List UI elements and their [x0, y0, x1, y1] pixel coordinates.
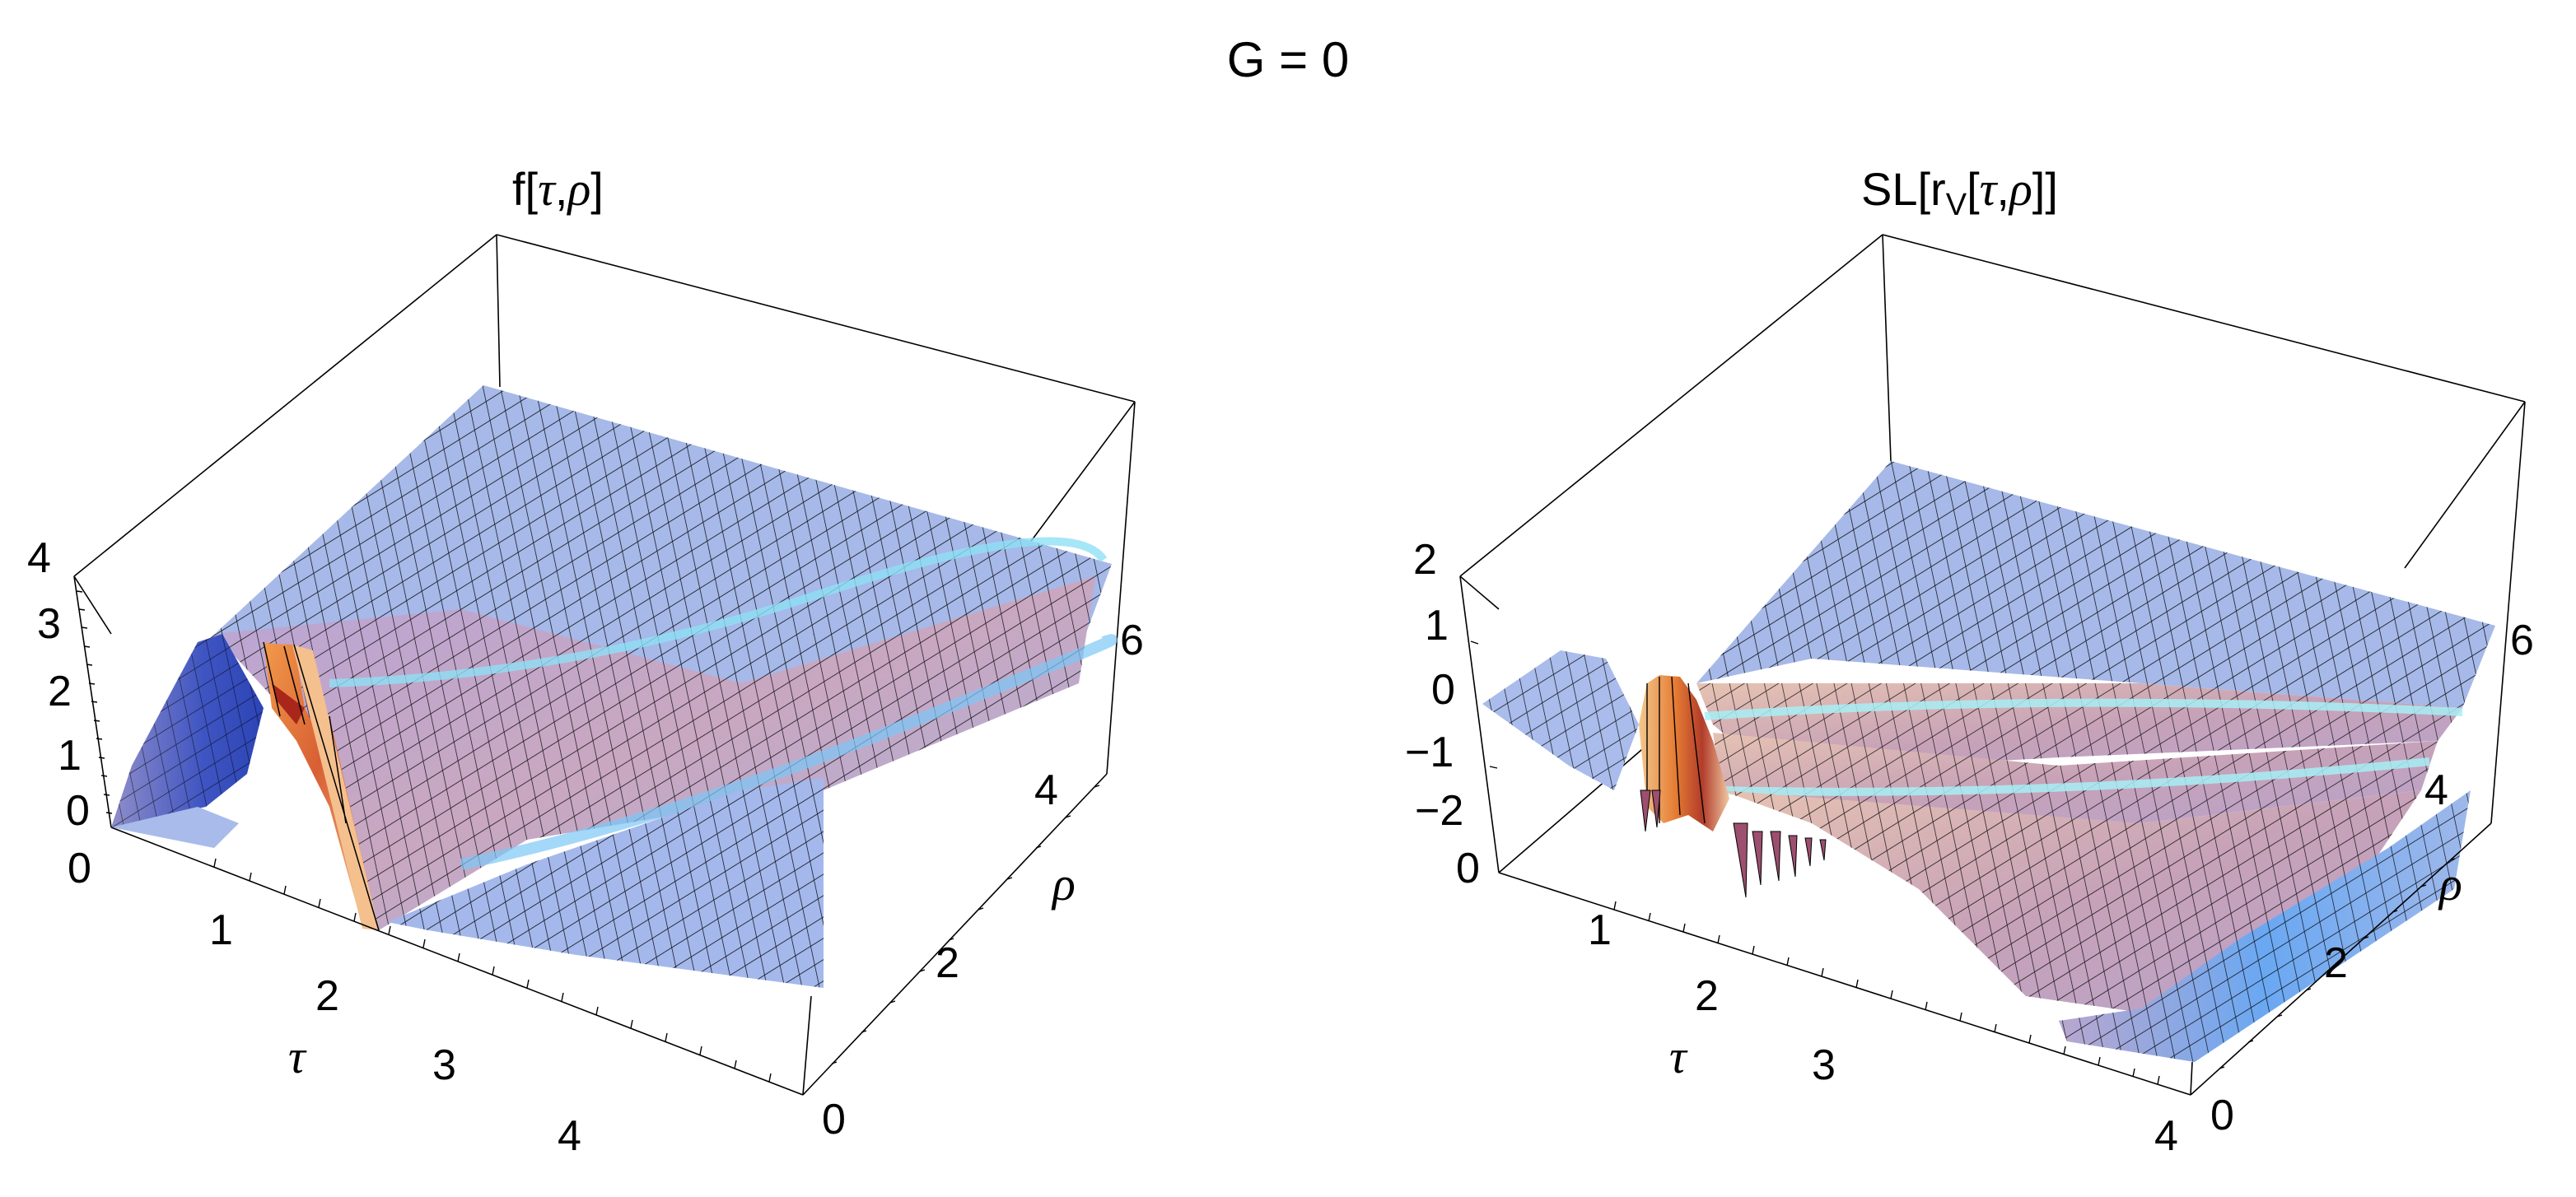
title-tau: τ	[538, 162, 555, 216]
plot-sl-tau-tick-2: 2	[1695, 972, 1719, 1020]
plot-f-tau-ticks	[213, 858, 772, 1083]
title-comma: ,	[554, 163, 568, 215]
plot-f-tau-tick-0: 0	[68, 845, 91, 892]
title-subscript: V	[1945, 188, 1967, 222]
plot-sl-tau-tick-3: 3	[1812, 1041, 1836, 1089]
plot-sl-rho-ticks	[2219, 858, 2456, 1069]
plot-sl-z-tick-neg1: −1	[1405, 729, 1454, 776]
plot-f-tau-label: τ	[288, 1030, 306, 1083]
title-suffix: ]	[590, 163, 604, 215]
plot-f-tau-tick-3: 3	[432, 1041, 456, 1089]
title-prefix: f[	[512, 163, 539, 215]
figure-suptitle: G = 0	[1226, 32, 1350, 87]
plot-sl-tau-ticks	[1613, 901, 2160, 1085]
plot-f-z-tick-2: 2	[48, 668, 72, 715]
title-rho: ρ	[2009, 162, 2032, 216]
plot-sl-spikes	[1640, 789, 1827, 898]
plot-f-tau-tick-4: 4	[558, 1112, 581, 1160]
plot-f-rho-tick-4: 4	[1034, 766, 1058, 814]
plot-f-z-ticks	[76, 590, 113, 814]
plot-f-z-tick-0: 0	[66, 787, 90, 835]
plot-f-tau-tick-1: 1	[209, 906, 233, 954]
plot-sl-rho-tick-6: 6	[2510, 617, 2534, 664]
plot-sl-box	[1459, 234, 2526, 873]
plot-sl-z-tick-0: 0	[1431, 666, 1455, 714]
plot-sl-tau-tick-4: 4	[2154, 1112, 2178, 1160]
plot-sl-tau-tick-0: 0	[1456, 845, 1480, 892]
plot-title-f: f[τ,ρ]	[512, 161, 604, 217]
plot-f-box	[73, 234, 1136, 828]
title-comma: ,	[1996, 163, 2009, 215]
plot-f-z-tick-3: 3	[37, 600, 61, 648]
plot-f-tau-tick-2: 2	[315, 972, 339, 1020]
plot-sl-tau-tick-1: 1	[1588, 906, 1612, 954]
plot-sl-z-tick-neg2: −2	[1415, 787, 1464, 835]
plot-f-rho-tick-0: 0	[822, 1096, 846, 1143]
plot-sl-z-tick-1: 1	[1425, 602, 1449, 650]
plot-sl-rho-tick-4: 4	[2424, 766, 2448, 814]
title-tau: τ	[1979, 162, 1997, 216]
plot-f-rho-tick-2: 2	[936, 939, 959, 987]
title-open: [	[1967, 163, 1980, 215]
plot-f-rho-label: ρ	[1052, 857, 1076, 911]
title-suffix: ]]	[2032, 163, 2058, 215]
plot-f-z-tick-4: 4	[27, 534, 51, 582]
plot-sl-z-tick-2: 2	[1413, 536, 1437, 584]
plot-f-rho-ticks	[831, 785, 1100, 1064]
plot-sl-z-ticks	[1470, 640, 1498, 769]
title-prefix: SL[r	[1861, 163, 1946, 215]
plot-sl-rho-tick-0: 0	[2210, 1092, 2234, 1139]
plot-sl-rho-label: ρ	[2439, 857, 2462, 911]
plot-sl-tau-label: τ	[1669, 1030, 1687, 1083]
plot-sl-peak	[1639, 675, 1729, 831]
plot-sl-rho-tick-2: 2	[2324, 939, 2348, 987]
plot-f-rho-tick-6: 6	[1120, 617, 1144, 664]
plot-f-z-tick-1: 1	[58, 732, 82, 780]
title-rho: ρ	[567, 162, 591, 216]
plot-title-sl: SL[rV[τ,ρ]]	[1861, 161, 2058, 223]
